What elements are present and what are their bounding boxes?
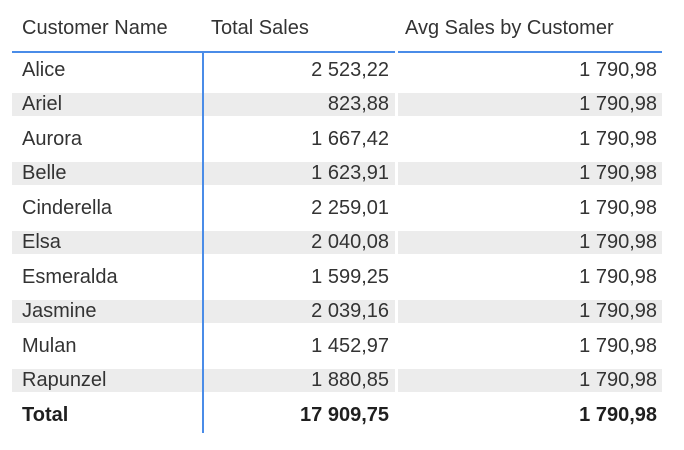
column-divider-line: [202, 53, 204, 88]
column-gap: [395, 87, 398, 122]
total-sales-cell[interactable]: 2 039,16: [204, 300, 395, 324]
total-sales-cell[interactable]: 2 040,08: [204, 231, 395, 255]
table-row[interactable]: Elsa 2 040,08 1 790,98: [12, 225, 662, 260]
table-row[interactable]: Cinderella 2 259,01 1 790,98: [12, 191, 662, 226]
table-row[interactable]: Jasmine 2 039,16 1 790,98: [12, 294, 662, 329]
total-sales-cell[interactable]: 2 523,22: [311, 58, 389, 81]
table-body: Alice 2 523,22 1 790,98 Ariel 823,88 1 7…: [12, 53, 662, 398]
customer-name-cell[interactable]: Alice: [22, 58, 66, 81]
table-row[interactable]: Ariel 823,88 1 790,98: [12, 87, 662, 122]
column-header-avg-sales[interactable]: Avg Sales by Customer: [405, 17, 614, 39]
column-divider-line: [202, 294, 204, 329]
avg-sales-cell[interactable]: 1 790,98: [579, 58, 657, 81]
header-underline-right-segment: [398, 51, 662, 53]
customer-name-cell[interactable]: Rapunzel: [12, 369, 202, 393]
column-divider-line: [202, 225, 204, 260]
avg-sales-cell[interactable]: 1 790,98: [398, 93, 662, 117]
table-total-row: Total 17 909,75 1 790,98: [12, 398, 662, 433]
column-header-customer-name[interactable]: Customer Name: [22, 17, 168, 39]
column-divider-line: [202, 398, 204, 433]
column-gap: [395, 260, 398, 295]
column-gap: [395, 363, 398, 398]
avg-sales-cell[interactable]: 1 790,98: [398, 162, 662, 186]
column-header-total-sales[interactable]: Total Sales: [211, 17, 309, 39]
avg-sales-cell[interactable]: 1 790,98: [579, 265, 657, 288]
avg-sales-cell[interactable]: 1 790,98: [579, 127, 657, 150]
total-label-cell: Total: [22, 403, 69, 426]
column-gap: [395, 156, 398, 191]
customer-name-cell[interactable]: Esmeralda: [22, 265, 118, 288]
avg-sales-total-cell: 1 790,98: [579, 403, 657, 426]
customer-name-cell[interactable]: Jasmine: [12, 300, 202, 324]
column-gap: [395, 329, 398, 364]
column-gap: [395, 122, 398, 157]
total-sales-total-cell: 17 909,75: [300, 403, 389, 426]
customer-name-cell[interactable]: Elsa: [12, 231, 202, 255]
avg-sales-cell[interactable]: 1 790,98: [579, 334, 657, 357]
table-row[interactable]: Rapunzel 1 880,85 1 790,98: [12, 363, 662, 398]
column-gap: [395, 191, 398, 226]
total-sales-cell[interactable]: 823,88: [204, 93, 395, 117]
customer-name-cell[interactable]: Aurora: [22, 127, 83, 150]
table-row[interactable]: Esmeralda 1 599,25 1 790,98: [12, 260, 662, 295]
customer-name-cell[interactable]: Ariel: [12, 93, 202, 117]
table-visual: Customer Name Total Sales Avg Sales by C…: [12, 6, 662, 433]
customer-name-cell[interactable]: Mulan: [22, 334, 77, 357]
column-divider-line: [202, 329, 204, 364]
total-sales-cell[interactable]: 1 623,91: [204, 162, 395, 186]
column-divider-line: [202, 122, 204, 157]
total-sales-cell[interactable]: 1 667,42: [311, 127, 389, 150]
table-row[interactable]: Mulan 1 452,97 1 790,98: [12, 329, 662, 364]
table-row[interactable]: Alice 2 523,22 1 790,98: [12, 53, 662, 88]
total-sales-cell[interactable]: 2 259,01: [311, 196, 389, 219]
avg-sales-cell[interactable]: 1 790,98: [398, 369, 662, 393]
table-header-row: Customer Name Total Sales Avg Sales by C…: [12, 6, 662, 51]
table-row[interactable]: Aurora 1 667,42 1 790,98: [12, 122, 662, 157]
column-divider-line: [202, 363, 204, 398]
avg-sales-cell[interactable]: 1 790,98: [579, 196, 657, 219]
customer-name-cell[interactable]: Cinderella: [22, 196, 113, 219]
column-gap: [395, 294, 398, 329]
column-divider-line: [202, 156, 204, 191]
header-underline-left-segment: [12, 51, 395, 53]
header-underline-gap: [395, 51, 398, 53]
column-gap: [395, 53, 398, 88]
avg-sales-cell[interactable]: 1 790,98: [398, 300, 662, 324]
column-divider-line: [202, 260, 204, 295]
avg-sales-cell[interactable]: 1 790,98: [398, 231, 662, 255]
column-divider-line: [202, 191, 204, 226]
column-divider-line: [202, 87, 204, 122]
total-sales-cell[interactable]: 1 599,25: [311, 265, 389, 288]
table-row[interactable]: Belle 1 623,91 1 790,98: [12, 156, 662, 191]
customer-name-cell[interactable]: Belle: [12, 162, 202, 186]
column-gap: [395, 398, 398, 433]
column-gap: [395, 225, 398, 260]
total-sales-cell[interactable]: 1 452,97: [311, 334, 389, 357]
header-underline: [12, 51, 662, 53]
total-sales-cell[interactable]: 1 880,85: [204, 369, 395, 393]
